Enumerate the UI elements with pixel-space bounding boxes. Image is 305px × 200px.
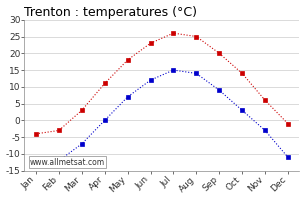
Text: www.allmetsat.com: www.allmetsat.com	[30, 158, 105, 167]
Text: Trenton : temperatures (°C): Trenton : temperatures (°C)	[24, 6, 197, 19]
